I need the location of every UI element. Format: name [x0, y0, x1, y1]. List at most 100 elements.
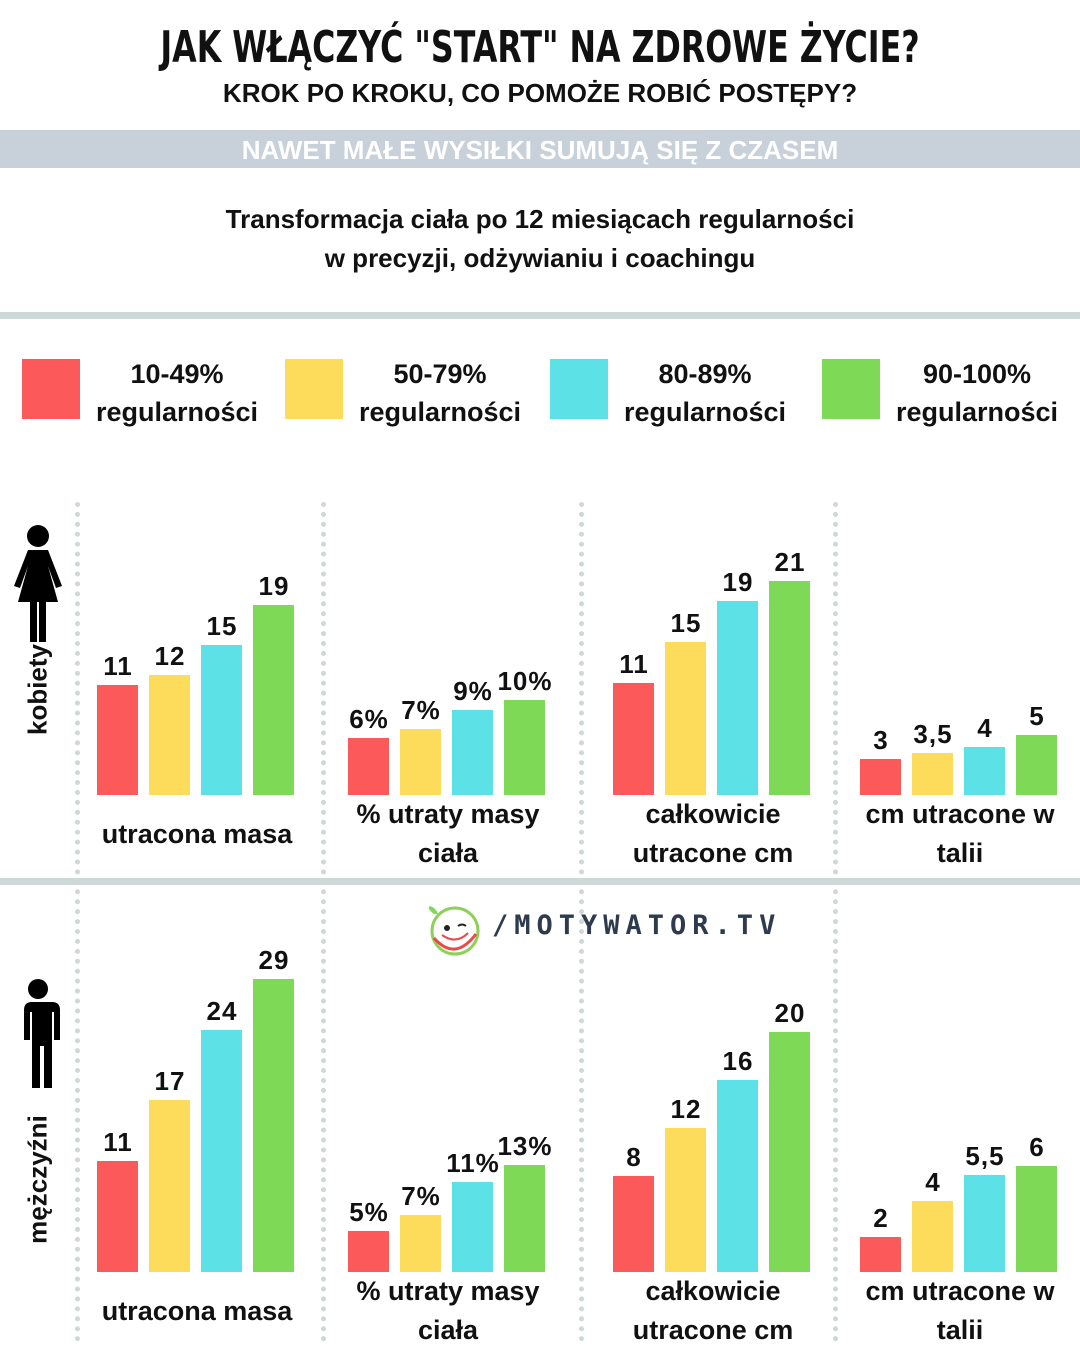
- data-label: 9%: [453, 675, 493, 706]
- bar: [253, 605, 294, 795]
- bar: [452, 709, 493, 795]
- bar: [201, 645, 242, 795]
- bar: [769, 1032, 810, 1272]
- chart-description-line1: Transformacja ciała po 12 miesiącach reg…: [225, 204, 855, 234]
- legend-range: 50-79%: [393, 359, 487, 389]
- category-line1: cm utracone w: [865, 1276, 1055, 1306]
- category-line2: utracone cm: [632, 838, 794, 868]
- bar: [201, 1029, 242, 1272]
- legend-swatch: [285, 359, 343, 419]
- separator: [579, 502, 584, 1342]
- divider: [0, 878, 1080, 885]
- category-line1: utracona masa: [101, 1296, 293, 1326]
- data-label: 15: [206, 611, 238, 641]
- separator: [833, 502, 838, 1342]
- bar: [149, 675, 190, 795]
- category-line2: talii: [936, 838, 984, 868]
- data-label: 4: [925, 1167, 941, 1198]
- bar: [1016, 1165, 1057, 1272]
- bar: [769, 580, 810, 795]
- legend-text: regularności: [358, 397, 522, 427]
- category-label: utracona masa: [77, 815, 317, 854]
- category-line1: % utraty masy: [356, 799, 540, 829]
- category-label: utracona masa: [77, 1292, 317, 1331]
- data-label: 12: [154, 641, 186, 671]
- category-line1: % utraty masy: [356, 1276, 540, 1306]
- bar: [912, 753, 953, 795]
- bar: [149, 1100, 190, 1272]
- bar: [348, 738, 389, 795]
- bar: [613, 682, 654, 795]
- legend-swatch: [22, 359, 80, 419]
- logo-text: /MOTYWATOR.TV: [492, 910, 782, 941]
- bar: [452, 1181, 493, 1272]
- data-label: 5: [1029, 701, 1045, 731]
- data-label: 5%: [349, 1197, 389, 1227]
- legend-label: 10-49% regularności: [82, 355, 272, 431]
- data-label: 29: [258, 945, 290, 976]
- bar: [253, 979, 294, 1272]
- data-label: 24: [206, 995, 238, 1026]
- category-label: całkowicie utracone cm: [593, 795, 833, 873]
- data-label: 11: [103, 651, 133, 681]
- category-line1: całkowicie: [645, 799, 781, 829]
- data-label: 21: [774, 546, 806, 577]
- bar: [665, 1128, 706, 1272]
- data-label: 3,5: [913, 719, 953, 749]
- bar: [400, 728, 441, 795]
- legend-text: regularności: [623, 397, 787, 427]
- data-label: 6: [1029, 1131, 1045, 1162]
- data-label: 13%: [497, 1131, 553, 1162]
- bar: [400, 1214, 441, 1272]
- bar: [1016, 735, 1057, 795]
- bar: [613, 1176, 654, 1272]
- data-label: 5,5: [965, 1140, 1005, 1171]
- banner: NAWET MAŁE WYSIŁKI SUMUJĄ SIĘ Z CZASEM: [0, 130, 1080, 168]
- category-label: % utraty masy ciała: [328, 1272, 568, 1350]
- data-label: 6%: [349, 704, 389, 734]
- data-label: 16: [722, 1046, 754, 1076]
- bar: [964, 747, 1005, 795]
- bar: [860, 1236, 901, 1272]
- category-label: % utraty masy ciała: [328, 795, 568, 873]
- divider: [0, 312, 1080, 319]
- group-label-mezczyzni: mężczyźni: [22, 1115, 53, 1244]
- chart-description-line2: w precyzji, odżywianiu i coachingu: [324, 243, 756, 273]
- category-line2: utracone cm: [632, 1315, 794, 1345]
- bar: [717, 1080, 758, 1272]
- category-line2: ciała: [417, 838, 479, 868]
- category-label: cm utracone w talii: [840, 1272, 1080, 1350]
- man-icon: [24, 979, 60, 1088]
- data-label: 15: [670, 608, 702, 638]
- motywator-logo: [428, 906, 480, 956]
- legend-label: 90-100% regularności: [882, 355, 1072, 431]
- woman-icon: [14, 525, 62, 642]
- legend-swatch: [822, 359, 880, 419]
- data-label: 11: [103, 1126, 133, 1157]
- bar: [504, 1165, 545, 1272]
- legend-swatch: [550, 359, 608, 419]
- category-line1: cm utracone w: [865, 799, 1055, 829]
- separator: [75, 502, 80, 1342]
- legend-label: 50-79% regularności: [345, 355, 535, 431]
- bar: [504, 700, 545, 795]
- separator: [321, 502, 326, 1342]
- data-label: 20: [774, 998, 806, 1028]
- legend-range: 10-49%: [130, 359, 224, 389]
- category-line2: talii: [936, 1315, 984, 1345]
- category-label: cm utracone w talii: [840, 795, 1080, 873]
- data-label: 11: [619, 648, 649, 679]
- bar: [717, 601, 758, 795]
- category-line2: ciała: [417, 1315, 479, 1345]
- bar: [860, 759, 901, 795]
- page-title: JAK WŁĄCZYĆ "START" NA ZDROWE ŻYCIE?: [160, 22, 920, 73]
- data-label: 11%: [446, 1147, 500, 1178]
- bar: [97, 1160, 138, 1272]
- data-label: 2: [873, 1202, 889, 1233]
- data-label: 8: [626, 1142, 642, 1172]
- legend-label: 80-89% regularności: [610, 355, 800, 431]
- bar: [348, 1231, 389, 1272]
- data-label: 7%: [401, 1180, 441, 1211]
- bar: [665, 642, 706, 795]
- data-label: 7%: [401, 694, 441, 725]
